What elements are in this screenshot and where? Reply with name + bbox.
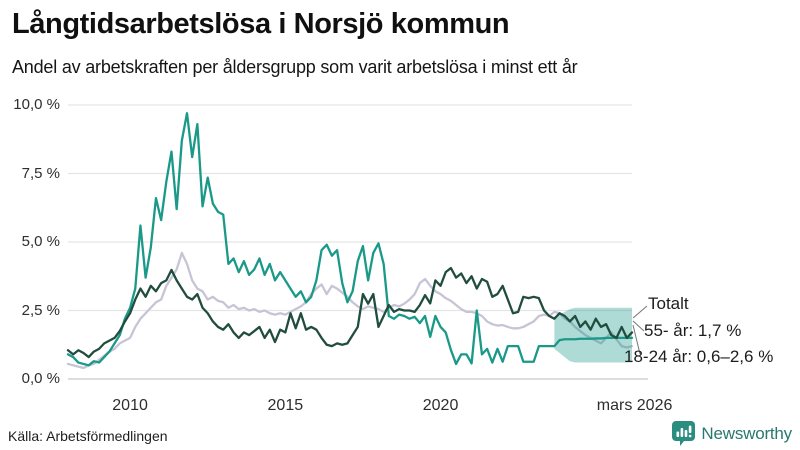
page-title: Långtidsarbetslösa i Norsjö kommun: [12, 8, 510, 40]
series-line-totalt: [66, 251, 634, 370]
annotation-leader-line: [632, 305, 648, 319]
source-attribution: Källa: Arbetsförmedlingen: [8, 428, 168, 444]
series-line-youth: [66, 112, 634, 367]
x-axis-tick-label: 2020: [422, 397, 459, 414]
end-label-senior: 55- år: 1,7 %: [644, 321, 742, 340]
x-axis-tick-label: 2010: [112, 397, 148, 414]
y-axis-tick-label: 0,0 %: [21, 370, 60, 387]
y-axis-tick-label: 2,5 %: [21, 301, 60, 319]
newsworthy-logo-icon: [672, 421, 696, 446]
end-label-youth: 18-24 år: 0,6–2,6 %: [624, 347, 774, 366]
brand-lockup: Newsworthy: [672, 421, 792, 446]
brand-name: Newsworthy: [701, 423, 792, 443]
x-axis-tick-label: mars 2026: [596, 397, 673, 414]
forecast-band: [554, 307, 632, 363]
end-label-total: Totalt: [648, 294, 689, 313]
y-axis-tick-label: 5,0 %: [21, 233, 60, 250]
annotation-leader-line: [632, 324, 641, 355]
annotation-leader-line: [632, 320, 645, 332]
series-line-senior: [66, 266, 634, 359]
page-subtitle: Andel av arbetskraften per åldersgrupp s…: [12, 57, 578, 77]
x-axis-tick-label: 2015: [267, 397, 304, 414]
y-axis-tick-label: 10,0 %: [13, 96, 60, 113]
y-axis-tick-label: 7,5 %: [21, 164, 60, 182]
